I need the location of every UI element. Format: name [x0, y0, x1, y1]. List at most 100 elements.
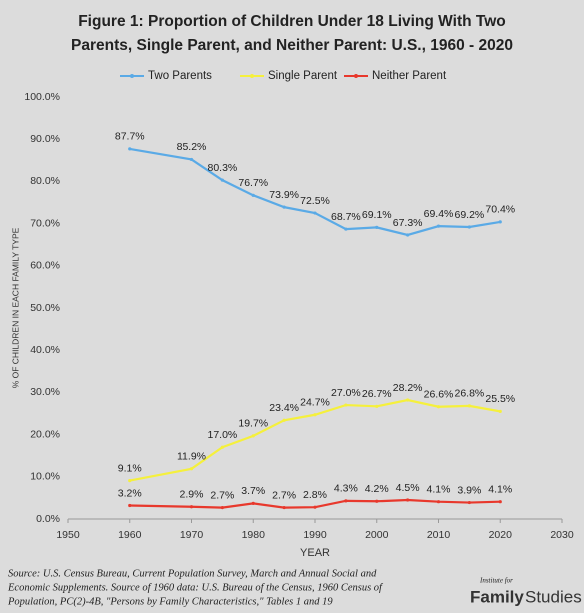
data-label: 69.4% [424, 208, 454, 220]
data-label: 26.8% [454, 388, 484, 400]
data-point [375, 225, 379, 229]
data-label: 4.5% [396, 482, 420, 494]
chart-title: Figure 1: Proportion of Children Under 1… [78, 13, 506, 30]
data-label: 24.7% [300, 397, 330, 409]
data-label: 85.2% [177, 141, 207, 153]
data-label: 4.2% [365, 483, 389, 495]
logo-small: Institute for [479, 577, 513, 585]
data-label: 19.7% [238, 418, 268, 430]
data-label: 2.9% [180, 489, 204, 501]
x-tick-label: 2000 [365, 529, 389, 541]
x-axis-label: YEAR [300, 547, 330, 559]
data-label: 27.0% [331, 387, 361, 399]
data-label: 69.2% [454, 209, 484, 221]
data-point [189, 505, 194, 509]
data-point [406, 233, 410, 237]
data-point [344, 227, 348, 231]
data-label: 2.7% [210, 489, 234, 501]
data-point [498, 220, 502, 224]
data-point [436, 500, 441, 504]
data-label: 87.7% [115, 131, 145, 143]
x-tick-label: 1950 [56, 529, 80, 541]
x-tick-label: 1970 [180, 529, 204, 541]
data-point [251, 193, 255, 197]
data-point [344, 403, 348, 407]
series-line [129, 147, 501, 237]
data-point [498, 409, 502, 413]
data-label: 25.5% [485, 393, 515, 405]
data-point [220, 506, 224, 510]
x-tick-label: 1980 [242, 529, 266, 541]
legend-label: Neither Parent [372, 70, 447, 82]
y-tick-label: 70.0% [30, 217, 60, 229]
legend-label: Two Parents [148, 70, 212, 82]
data-label: 2.8% [303, 489, 327, 501]
data-label: 23.4% [269, 402, 299, 414]
data-label: 9.1% [118, 462, 142, 474]
data-point [467, 404, 471, 408]
data-point [189, 157, 194, 162]
data-point [251, 434, 255, 438]
y-tick-label: 30.0% [30, 386, 60, 398]
data-point [189, 467, 194, 471]
data-point [282, 506, 286, 510]
data-point [282, 418, 286, 422]
data-label: 3.2% [118, 487, 142, 499]
source-text: Source: U.S. Census Bureau, Current Popu… [8, 568, 377, 579]
data-label: 3.9% [457, 484, 481, 496]
data-label: 26.6% [424, 389, 454, 401]
legend-swatch [130, 74, 134, 78]
y-tick-label: 80.0% [30, 175, 60, 187]
y-tick-label: 90.0% [30, 133, 60, 145]
data-label: 26.7% [362, 388, 392, 400]
logo-big: Studies [525, 587, 582, 606]
y-tick-label: 50.0% [30, 302, 60, 314]
data-point [282, 205, 286, 209]
data-point [436, 224, 441, 228]
data-point [467, 225, 471, 229]
series-line [129, 498, 501, 509]
data-point [406, 398, 410, 402]
x-tick-label: 2010 [427, 529, 451, 541]
data-point [498, 500, 502, 504]
data-point [128, 478, 132, 483]
y-tick-label: 40.0% [30, 344, 60, 356]
data-label: 73.9% [269, 189, 299, 201]
data-label: 67.3% [393, 217, 423, 229]
legend-swatch [250, 74, 254, 78]
data-label: 4.1% [427, 483, 451, 495]
data-label: 70.4% [485, 204, 515, 216]
data-point [344, 499, 348, 503]
data-point [128, 503, 132, 508]
data-label: 4.3% [334, 483, 358, 495]
data-label: 68.7% [331, 211, 361, 223]
data-point [375, 499, 379, 503]
x-tick-label: 1960 [118, 529, 142, 541]
data-point [436, 405, 441, 409]
data-point [406, 498, 410, 502]
x-tick-label: 1990 [303, 529, 327, 541]
y-tick-label: 100.0% [24, 91, 60, 103]
data-point [220, 178, 224, 182]
data-label: 3.7% [241, 485, 265, 497]
legend-label: Single Parent [268, 70, 338, 82]
data-label: 72.5% [300, 195, 330, 207]
y-tick-label: 20.0% [30, 428, 60, 440]
data-label: 69.1% [362, 209, 392, 221]
data-point [251, 501, 255, 505]
data-point [467, 500, 471, 505]
y-tick-label: 10.0% [30, 471, 60, 483]
data-point [375, 404, 379, 408]
data-label: 11.9% [177, 451, 206, 463]
source-text: Economic Supplements. Source of 1960 dat… [7, 582, 384, 593]
data-label: 76.7% [238, 177, 268, 189]
y-axis-label: % OF CHILDREN IN EACH FAMILY TYPE [10, 227, 20, 388]
logo-big: Family [470, 587, 524, 606]
legend-swatch [354, 74, 358, 78]
y-tick-label: 60.0% [30, 260, 60, 272]
data-point [220, 445, 224, 449]
x-tick-label: 2020 [489, 529, 513, 541]
data-label: 17.0% [207, 429, 237, 441]
